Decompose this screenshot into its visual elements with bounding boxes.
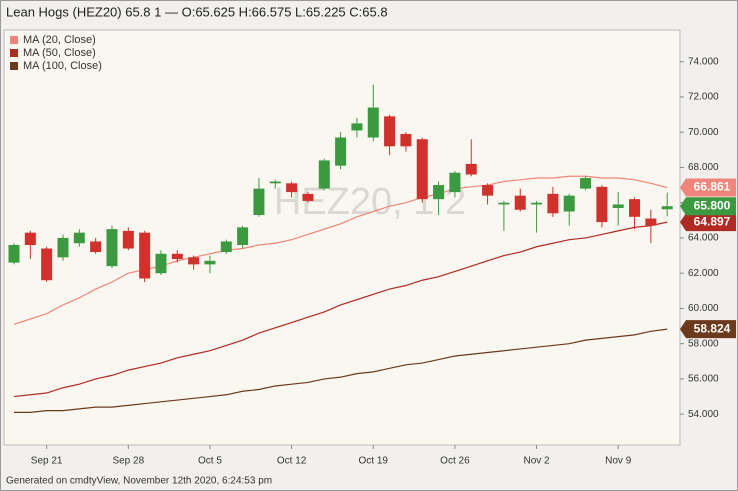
price-tag-label: 65.800 <box>694 198 731 212</box>
candle-body <box>645 218 657 226</box>
x-tick-label: Oct 5 <box>198 456 222 467</box>
candle-body <box>629 199 641 217</box>
candle-body <box>465 163 477 175</box>
candle-body <box>204 260 216 265</box>
plot-area <box>3 29 681 446</box>
candle-body <box>514 195 526 210</box>
candle-body <box>384 116 396 147</box>
legend-swatch <box>10 49 18 57</box>
candle-body <box>171 253 183 260</box>
footer: Generated on cmdtyView, November 12th 20… <box>6 476 272 487</box>
price-tag <box>680 320 736 339</box>
price-tag <box>680 197 736 216</box>
y-tick-label: 58.000 <box>688 338 719 349</box>
candle-body <box>661 206 673 210</box>
candle-body <box>531 202 543 205</box>
y-tick-label: 70.000 <box>688 127 719 138</box>
candle-body <box>155 253 167 274</box>
candle-body <box>351 123 363 131</box>
y-tick-label: 72.000 <box>688 92 719 103</box>
legend-swatch <box>10 62 18 70</box>
candle-body <box>73 232 85 244</box>
candle-body <box>220 241 232 253</box>
x-tick-label: Oct 26 <box>440 456 470 467</box>
y-tick-label: 54.000 <box>688 409 719 420</box>
candle-body <box>482 185 494 196</box>
legend-swatch <box>10 36 18 44</box>
candle-body <box>24 232 36 245</box>
candle-body <box>547 193 559 214</box>
x-tick-label: Sep 28 <box>112 456 144 467</box>
price-tag-label: 66.861 <box>694 180 731 194</box>
x-tick-label: Nov 9 <box>605 456 632 467</box>
candle-body <box>139 232 151 279</box>
price-tag <box>680 213 736 232</box>
candle-body <box>122 230 134 249</box>
candle-body <box>580 178 592 189</box>
candle-body <box>269 181 281 184</box>
legend-label: MA (50, Close) <box>23 47 96 59</box>
y-tick-label: 56.000 <box>688 374 719 385</box>
x-tick-label: Oct 19 <box>359 456 389 467</box>
legend-label: MA (20, Close) <box>23 34 96 46</box>
candle-body <box>8 244 20 263</box>
candle-body <box>302 193 314 201</box>
y-tick-label: 60.000 <box>688 303 719 314</box>
candle-body <box>612 204 624 208</box>
ma-line <box>13 175 668 325</box>
candle-body <box>498 202 510 205</box>
candle-body <box>188 257 200 265</box>
candle-body <box>253 188 265 216</box>
chart-title: Lean Hogs (HEZ20) 65.8 1 — O:65.625 H:66… <box>6 4 388 19</box>
ma-line <box>13 221 668 398</box>
candle-body <box>237 227 249 245</box>
candle-body <box>335 137 347 166</box>
candle-body <box>367 107 379 138</box>
price-tag-label: 64.897 <box>694 214 731 228</box>
candle-body <box>416 139 428 200</box>
price-tag <box>680 178 736 197</box>
legend-label: MA (100, Close) <box>23 60 102 72</box>
y-tick-label: 74.000 <box>688 56 719 67</box>
candle-body <box>41 248 53 281</box>
candle-body <box>286 183 298 193</box>
candle-body <box>596 186 608 223</box>
y-tick-label: 64.000 <box>688 233 719 244</box>
y-tick-label: 68.000 <box>688 162 719 173</box>
price-tag-label: 58.824 <box>694 321 731 335</box>
candle-body <box>106 229 118 267</box>
candle-body <box>400 133 412 147</box>
candle-body <box>433 185 445 200</box>
y-tick-label: 62.000 <box>688 268 719 279</box>
x-tick-label: Sep 21 <box>31 456 63 467</box>
x-tick-label: Oct 12 <box>277 456 307 467</box>
ma-line <box>14 328 668 413</box>
candle-body <box>449 172 461 193</box>
candle-body <box>90 241 102 253</box>
candle-body <box>318 160 330 189</box>
x-tick-label: Nov 2 <box>523 456 550 467</box>
candle-body <box>57 237 69 258</box>
candle-body <box>563 195 575 212</box>
